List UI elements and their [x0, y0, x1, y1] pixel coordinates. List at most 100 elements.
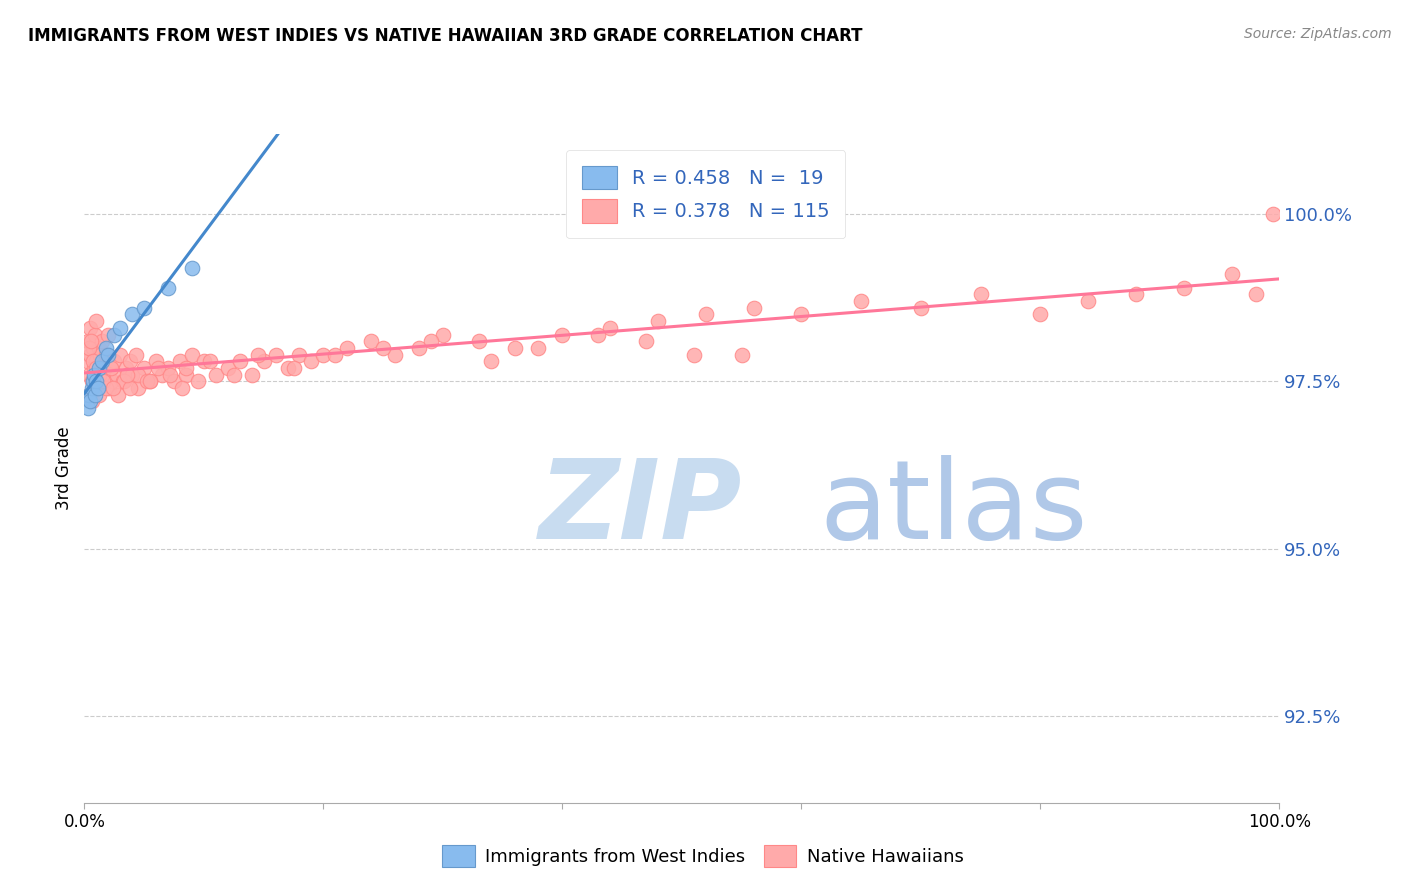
Point: [157, 361, 180, 376]
Point: [174, 368, 197, 382]
Point: [94, 348, 117, 362]
Point: [217, 361, 239, 376]
Point: [93, 354, 115, 368]
Point: [408, 341, 430, 355]
Point: [77, 341, 100, 355]
Text: ZIP: ZIP: [538, 455, 742, 562]
Point: [132, 301, 156, 315]
Point: [283, 361, 305, 376]
Point: [1077, 294, 1099, 309]
Point: [467, 334, 491, 349]
Point: [97, 327, 120, 342]
Point: [82, 341, 104, 355]
Point: [101, 375, 124, 389]
Point: [77, 388, 100, 402]
Point: [148, 361, 170, 376]
Point: [80, 375, 103, 389]
Point: [105, 368, 128, 382]
Point: [222, 368, 245, 382]
Point: [790, 308, 813, 322]
Point: [180, 348, 202, 362]
Point: [86, 368, 108, 382]
Point: [107, 388, 129, 402]
Point: [599, 321, 621, 335]
Point: [80, 394, 103, 409]
Point: [198, 354, 221, 368]
Point: [117, 368, 139, 382]
Point: [89, 348, 111, 362]
Point: [79, 348, 101, 362]
Point: [527, 341, 550, 355]
Point: [419, 334, 441, 349]
Point: [86, 375, 108, 389]
Text: IMMIGRANTS FROM WEST INDIES VS NATIVE HAWAIIAN 3RD GRADE CORRELATION CHART: IMMIGRANTS FROM WEST INDIES VS NATIVE HA…: [28, 27, 863, 45]
Point: [264, 348, 287, 362]
Point: [276, 361, 298, 376]
Point: [1244, 287, 1267, 301]
Point: [115, 361, 138, 376]
Point: [79, 321, 101, 335]
Point: [77, 334, 100, 349]
Point: [159, 368, 181, 382]
Point: [1029, 308, 1052, 322]
Point: [118, 381, 141, 395]
Point: [135, 375, 157, 389]
Point: [86, 314, 108, 328]
Point: [100, 361, 122, 376]
Point: [240, 368, 263, 382]
Point: [731, 348, 754, 362]
Point: [1173, 281, 1195, 295]
Point: [169, 354, 191, 368]
Point: [87, 361, 110, 376]
Point: [84, 388, 107, 402]
Point: [157, 281, 180, 295]
Point: [84, 361, 107, 376]
Point: [79, 394, 101, 409]
Point: [647, 314, 669, 328]
Y-axis label: 3rd Grade: 3rd Grade: [55, 426, 73, 510]
Point: [82, 375, 104, 389]
Point: [86, 354, 108, 368]
Point: [683, 348, 704, 362]
Point: [91, 354, 114, 368]
Point: [174, 361, 197, 376]
Point: [121, 308, 143, 322]
Point: [1263, 207, 1285, 221]
Point: [94, 381, 117, 395]
Point: [970, 287, 993, 301]
Text: atlas: atlas: [820, 455, 1088, 562]
Point: [77, 401, 100, 416]
Point: [432, 327, 454, 342]
Point: [246, 348, 269, 362]
Point: [384, 348, 406, 362]
Point: [101, 381, 124, 395]
Point: [80, 334, 103, 349]
Point: [301, 354, 323, 368]
Point: [118, 354, 141, 368]
Point: [228, 354, 250, 368]
Point: [111, 375, 134, 389]
Point: [93, 375, 115, 389]
Point: [634, 334, 657, 349]
Point: [87, 341, 110, 355]
Point: [193, 354, 215, 368]
Point: [127, 381, 149, 395]
Point: [89, 368, 111, 382]
Point: [336, 341, 359, 355]
Point: [125, 348, 148, 362]
Point: [83, 361, 105, 376]
Text: Source: ZipAtlas.com: Source: ZipAtlas.com: [1244, 27, 1392, 41]
Point: [94, 341, 117, 355]
Point: [93, 375, 115, 389]
Point: [103, 354, 125, 368]
Point: [90, 361, 112, 376]
Point: [187, 375, 209, 389]
Point: [84, 327, 107, 342]
Point: [103, 327, 125, 342]
Legend: R = 0.458   N =  19, R = 0.378   N = 115: R = 0.458 N = 19, R = 0.378 N = 115: [567, 150, 845, 238]
Point: [205, 368, 228, 382]
Point: [172, 381, 194, 395]
Point: [695, 308, 717, 322]
Point: [742, 301, 765, 315]
Point: [100, 361, 122, 376]
